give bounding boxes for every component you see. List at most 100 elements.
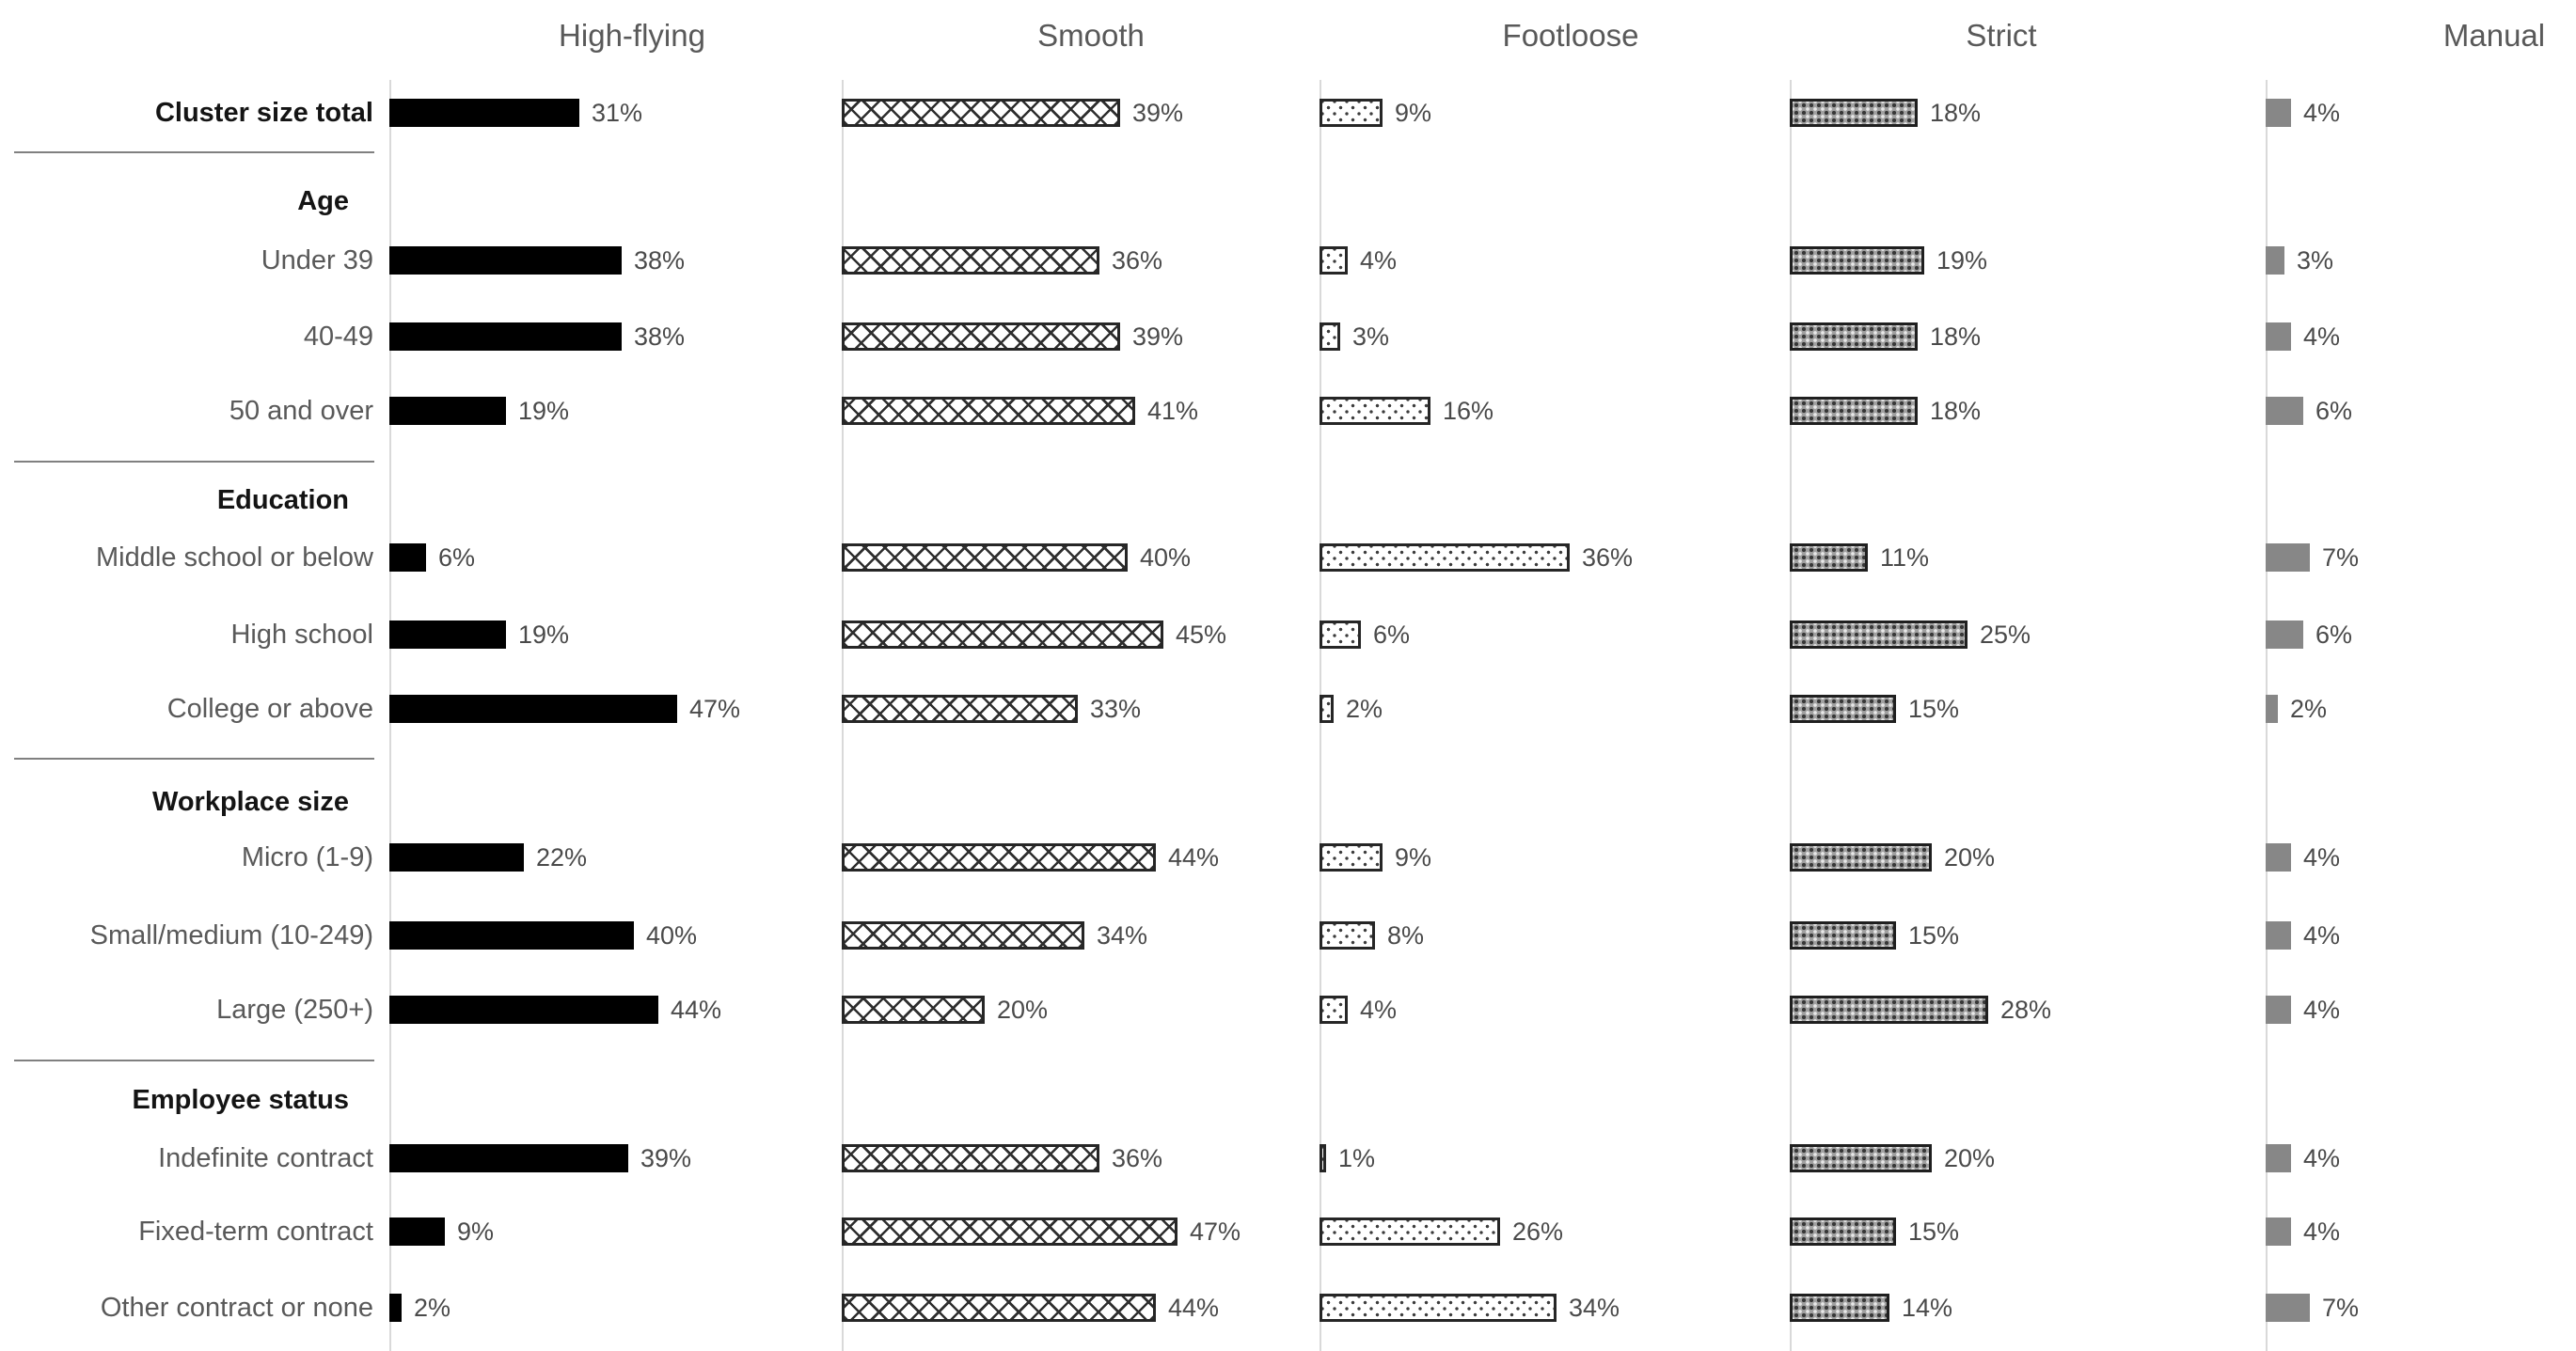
value-label: 33% (1090, 695, 1142, 723)
bar (2266, 695, 2278, 723)
section-divider (14, 461, 374, 463)
value-label: 4% (2303, 322, 2341, 351)
value-label: 4% (2303, 996, 2341, 1024)
value-label: 15% (1908, 695, 1960, 723)
bar (2266, 996, 2291, 1024)
value-label: 4% (1360, 996, 1398, 1024)
value-label: 39% (1132, 99, 1184, 127)
bar (1320, 397, 1430, 425)
value-label: 44% (1168, 1294, 1220, 1322)
bar (1320, 695, 1334, 723)
row-label: Indefinite contract (158, 1143, 373, 1173)
bar (2266, 621, 2303, 649)
bar (1790, 921, 1896, 950)
value-label: 19% (518, 621, 570, 649)
value-label: 15% (1908, 1217, 1960, 1246)
value-label: 7% (2322, 543, 2360, 572)
value-label: 6% (2315, 397, 2353, 425)
value-label: 4% (2303, 921, 2341, 950)
bar (1320, 1294, 1557, 1322)
bar (842, 543, 1128, 572)
value-label: 6% (438, 543, 476, 572)
bar (842, 843, 1156, 872)
value-label: 20% (1944, 843, 1996, 872)
row-label: Other contract or none (100, 1293, 373, 1323)
row-label: 50 and over (229, 396, 373, 426)
value-label: 2% (1346, 695, 1383, 723)
row-label: Under 39 (261, 245, 373, 275)
bar (389, 322, 622, 351)
value-label: 28% (2000, 996, 2052, 1024)
bar (1320, 621, 1361, 649)
bar (1320, 322, 1340, 351)
value-label: 34% (1569, 1294, 1620, 1322)
bar (2266, 1144, 2291, 1172)
value-label: 7% (2322, 1294, 2360, 1322)
value-label: 45% (1176, 621, 1227, 649)
bar (842, 695, 1078, 723)
bar (1790, 843, 1932, 872)
panel-header-high-flying: High-flying (559, 18, 705, 53)
bar (2266, 322, 2291, 351)
bar (389, 921, 634, 950)
value-label: 15% (1908, 921, 1960, 950)
row-label: Small/medium (10-249) (89, 920, 373, 950)
bar (389, 843, 524, 872)
bar (1790, 246, 1924, 275)
bar (2266, 843, 2291, 872)
value-label: 2% (2290, 695, 2328, 723)
value-label: 36% (1582, 543, 1634, 572)
bar (1790, 397, 1918, 425)
bar (389, 246, 622, 275)
bar (842, 621, 1163, 649)
bar (1790, 621, 1968, 649)
bar (1320, 246, 1348, 275)
value-label: 47% (689, 695, 741, 723)
bar (389, 1217, 445, 1246)
bar (2266, 99, 2291, 127)
bar (842, 1294, 1156, 1322)
row-label: Middle school or below (96, 542, 373, 573)
value-label: 39% (1132, 322, 1184, 351)
panel-header-manual: Manual (2442, 18, 2546, 53)
value-label: 22% (536, 843, 588, 872)
value-label: 4% (1360, 246, 1398, 275)
value-label: 2% (414, 1294, 451, 1322)
row-label: High school (230, 620, 373, 650)
value-label: 40% (1140, 543, 1192, 572)
bar (389, 1294, 402, 1322)
row-label: Micro (1-9) (241, 842, 373, 872)
row-label: Cluster size total (154, 98, 373, 128)
bar (389, 543, 426, 572)
bar (2266, 1217, 2291, 1246)
value-label: 18% (1930, 397, 1982, 425)
bar (1320, 543, 1570, 572)
bar (2266, 246, 2284, 275)
bar (1320, 99, 1383, 127)
value-label: 14% (1902, 1294, 1953, 1322)
value-label: 4% (2303, 1144, 2341, 1172)
bar (2266, 921, 2291, 950)
value-label: 26% (1512, 1217, 1564, 1246)
bar (2266, 1294, 2310, 1322)
bar (2266, 397, 2303, 425)
section-divider (14, 1060, 374, 1061)
section-label: Education (216, 485, 349, 515)
bar (842, 996, 985, 1024)
value-label: 20% (997, 996, 1049, 1024)
row-label: College or above (166, 694, 373, 724)
value-label: 40% (646, 921, 698, 950)
bar (1790, 1144, 1932, 1172)
bar (842, 246, 1099, 275)
value-label: 11% (1880, 543, 1930, 572)
value-label: 47% (1190, 1217, 1241, 1246)
value-label: 25% (1980, 621, 2031, 649)
section-divider (14, 151, 374, 153)
value-label: 9% (457, 1217, 495, 1246)
bar (1320, 1217, 1500, 1246)
bar (2266, 543, 2310, 572)
bar (1790, 996, 1988, 1024)
bar (1790, 1217, 1896, 1246)
section-label: Employee status (132, 1085, 349, 1115)
